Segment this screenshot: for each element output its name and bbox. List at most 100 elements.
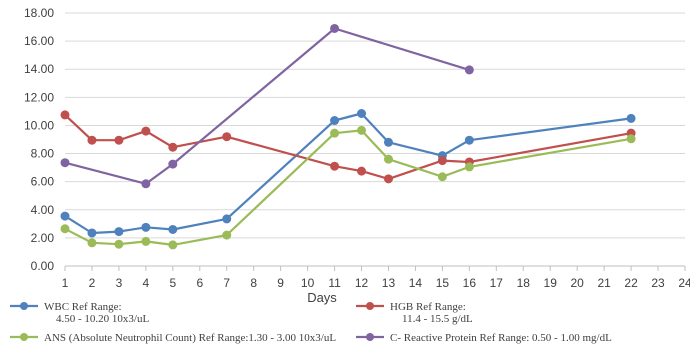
x-tick-label: 18 (517, 276, 531, 290)
legend-swatch-marker (20, 302, 28, 310)
legend-label: ANS (Absolute Neutrophil Count) Ref Rang… (44, 332, 336, 344)
data-point (141, 236, 151, 246)
series-1 (60, 108, 636, 238)
legend-label: WBC Ref Range: (44, 301, 122, 313)
x-tick-label: 23 (651, 276, 665, 290)
y-tick-label: 12.00 (24, 90, 54, 104)
x-tick-label: 9 (277, 276, 284, 290)
data-point (168, 159, 178, 169)
x-tick-label: 1 (62, 276, 69, 290)
legend-item-2: HGB Ref Range:11.4 - 15.5 g/dL (356, 301, 473, 325)
legend-item-1: WBC Ref Range:4.50 - 10.20 10x3/uL (10, 301, 149, 325)
y-tick-label: 6.00 (31, 175, 55, 189)
x-tick-label: 21 (597, 276, 611, 290)
series-line (64, 129, 632, 246)
data-point (168, 142, 178, 152)
x-tick-label: 11 (328, 276, 341, 290)
data-point (357, 108, 367, 118)
data-point (60, 211, 70, 221)
gridlines (65, 12, 685, 239)
legend-label: C- Reactive Protein Ref Range: 0.50 - 1.… (390, 332, 612, 344)
y-tick-label: 2.00 (31, 231, 55, 245)
x-axis-title: Days (307, 290, 337, 305)
x-tick-label: 4 (143, 276, 150, 290)
x-tick-label: 13 (382, 276, 396, 290)
y-tick-label: 14.00 (24, 62, 54, 76)
axes (64, 265, 686, 271)
x-tick-label: 6 (196, 276, 203, 290)
data-point (114, 135, 124, 145)
y-tick-label: 8.00 (31, 147, 55, 161)
series-2 (60, 110, 636, 184)
x-tick-label: 20 (570, 276, 584, 290)
data-point (141, 126, 151, 136)
y-tick-label: 0.00 (31, 259, 55, 273)
data-point (464, 162, 474, 172)
series-line (64, 27, 470, 185)
data-point (114, 227, 124, 237)
data-point (168, 240, 178, 250)
data-point (437, 172, 447, 182)
x-axis-tick-labels: 1 2 3 4 5 6 7 8 9 10 11 12 13 14 15 16 17 18 19 20 21 22 23 24 (62, 276, 690, 290)
data-point (87, 135, 97, 145)
x-tick-label: 22 (624, 276, 638, 290)
data-point (60, 158, 70, 168)
x-tick-label: 10 (301, 276, 315, 290)
series-line (64, 112, 632, 235)
x-tick-label: 14 (409, 276, 423, 290)
legend-label: 4.50 - 10.20 10x3/uL (56, 313, 149, 325)
data-point (330, 128, 340, 138)
x-tick-label: 16 (463, 276, 477, 290)
data-point (330, 23, 340, 33)
x-tick-label: 5 (169, 276, 176, 290)
data-point (383, 174, 393, 184)
data-point (357, 166, 367, 176)
data-point (626, 134, 636, 144)
legend-swatch-marker (366, 333, 374, 341)
data-point (60, 110, 70, 120)
x-tick-label: 3 (116, 276, 123, 290)
data-point (141, 222, 151, 232)
data-point (464, 135, 474, 145)
data-point (141, 179, 151, 189)
legend-label: HGB Ref Range: (390, 301, 466, 313)
legend-item-4: C- Reactive Protein Ref Range: 0.50 - 1.… (356, 332, 612, 344)
legend-swatch-marker (20, 333, 28, 341)
legend-item-3: ANS (Absolute Neutrophil Count) Ref Rang… (10, 332, 336, 344)
data-point (437, 156, 447, 166)
x-tick-label: 19 (544, 276, 558, 290)
legend: WBC Ref Range:4.50 - 10.20 10x3/uL HGB Re… (10, 301, 612, 344)
data-point (626, 113, 636, 123)
data-point (383, 137, 393, 147)
legend-label: 11.4 - 15.5 g/dL (402, 313, 473, 325)
x-tick-label: 12 (355, 276, 369, 290)
data-point (383, 154, 393, 164)
data-point (330, 161, 340, 171)
data-point (168, 224, 178, 234)
data-series (60, 23, 636, 250)
data-point (87, 228, 97, 238)
x-tick-label: 24 (678, 276, 690, 290)
y-tick-label: 4.00 (31, 203, 55, 217)
series-line (64, 114, 632, 180)
data-point (114, 239, 124, 249)
y-tick-label: 10.00 (24, 118, 54, 132)
x-tick-label: 7 (223, 276, 230, 290)
y-tick-label: 16.00 (24, 34, 54, 48)
data-point (357, 125, 367, 135)
data-point (222, 132, 232, 142)
data-point (222, 230, 232, 240)
x-tick-label: 8 (250, 276, 257, 290)
data-point (222, 214, 232, 224)
x-tick-label: 17 (490, 276, 504, 290)
x-tick-label: 2 (89, 276, 96, 290)
series-4 (60, 23, 474, 189)
x-tick-label: 15 (436, 276, 450, 290)
data-point (330, 116, 340, 126)
series-3 (60, 125, 636, 250)
data-point (60, 224, 70, 234)
legend-swatch-marker (366, 302, 374, 310)
data-point (87, 238, 97, 248)
y-tick-label: 18.00 (24, 6, 54, 20)
